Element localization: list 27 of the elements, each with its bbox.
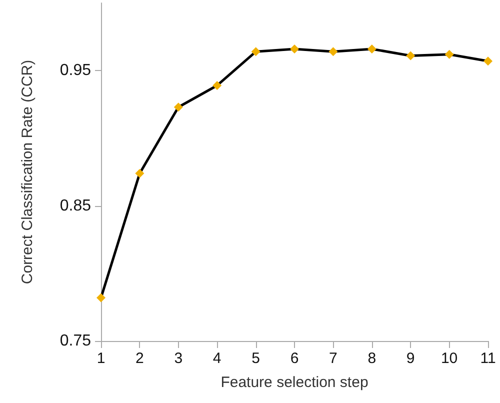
point xyxy=(444,50,454,59)
x-tick-label: 10 xyxy=(440,350,458,367)
y-tick-label: 0.95 xyxy=(60,62,92,80)
y-tick-label: 0.85 xyxy=(60,197,92,214)
x-tick-label: 11 xyxy=(480,350,496,367)
point xyxy=(135,168,144,178)
point xyxy=(251,47,260,56)
point xyxy=(367,44,376,54)
x-tick-label: 8 xyxy=(368,350,376,367)
x-axis-title: Feature selection step xyxy=(220,374,368,391)
point xyxy=(212,80,222,90)
x-tick-label: 6 xyxy=(290,350,299,367)
y-tick-label: 0.75 xyxy=(60,332,92,350)
point xyxy=(174,102,183,112)
x-tick-label: 5 xyxy=(252,350,260,367)
point xyxy=(406,51,416,60)
x-tick-label: 2 xyxy=(136,350,144,367)
point xyxy=(290,44,299,54)
x-tick-label: 4 xyxy=(212,350,222,367)
x-tick-label: 1 xyxy=(96,350,106,367)
y-axis-title: Correct Classification Rate (CCR) xyxy=(19,60,36,284)
x-tick-label: 7 xyxy=(329,350,338,367)
x-tick-label: 3 xyxy=(174,350,183,367)
point xyxy=(96,293,106,302)
point xyxy=(328,47,338,56)
x-tick-label: 9 xyxy=(406,350,415,367)
point xyxy=(484,56,492,66)
